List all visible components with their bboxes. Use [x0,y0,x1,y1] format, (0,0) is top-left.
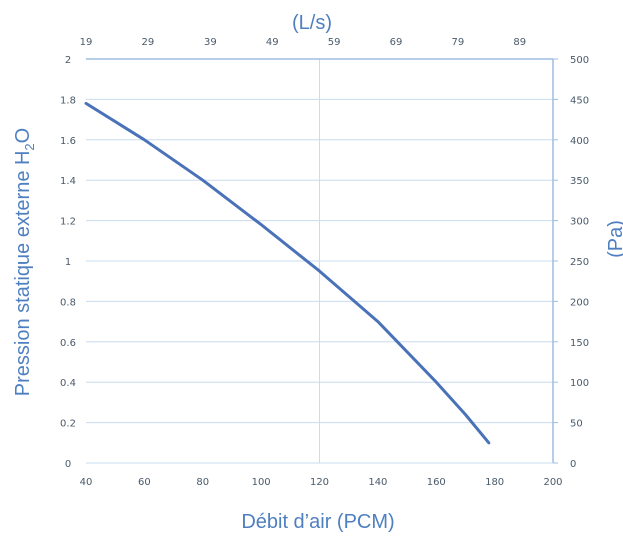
y2-tick-label: 450 [570,95,589,106]
top-axis-title: (L/s) [292,12,332,34]
y-tick-label: 0.4 [60,378,76,389]
y-tick-label: 1.8 [60,95,76,106]
x-tick-label: 140 [368,477,387,488]
y-tick-label: 2 [65,55,71,66]
x-tick-label: 180 [485,477,504,488]
x-tick-label: 120 [310,477,329,488]
series-layer [84,101,491,445]
y-tick-label: 0 [65,459,71,470]
tick-labels: 0 0 0.2 50 0.4 100 0.6 150 0.8 200 1 250 1.2 300 1.4 35… [60,37,589,488]
x2-tick-label: 19 [80,37,93,48]
y-tick-label: 0.8 [60,297,76,308]
x2-tick-label: 89 [513,37,526,48]
y-tick-label: 1 [65,257,71,268]
y-axis-title-sub: 2 [22,143,37,150]
x2-tick-label: 29 [142,37,155,48]
x-tick-label: 160 [427,477,446,488]
x-tick-label: 80 [196,477,209,488]
y2-tick-label: 200 [570,297,589,308]
y2-tick-label: 150 [570,338,589,349]
y-axis-title: Pression statique externe H2O [12,128,37,396]
x2-tick-label: 49 [266,37,279,48]
y2-tick-label: 250 [570,257,589,268]
series-line [84,101,491,445]
y2-tick-label: 100 [570,378,589,389]
y-tick-label: 1.4 [60,176,76,187]
y2-tick-label: 500 [570,55,589,66]
y-axis-title-tail: O [12,128,34,144]
x-tick-label: 200 [543,477,562,488]
y-tick-label: 1.2 [60,217,76,228]
y2-tick-label: 50 [570,419,583,430]
y-tick-label: 0.6 [60,338,76,349]
grid-lines [86,58,553,463]
y-tick-label: 1.6 [60,136,76,147]
y-axis-title-main: Pression statique externe H [12,151,34,397]
y2-tick-label: 350 [570,176,589,187]
y2-tick-label: 300 [570,217,589,228]
x-axis-title: Débit d’air (PCM) [241,511,394,533]
x-tick-label: 100 [252,477,271,488]
x2-tick-label: 39 [204,37,217,48]
x-tick-label: 40 [80,477,93,488]
y2-tick-label: 0 [570,459,576,470]
y-tick-label: 0.2 [60,419,76,430]
axes [86,58,558,464]
x-tick-label: 60 [138,477,151,488]
x2-tick-label: 59 [328,37,341,48]
x2-tick-label: 69 [390,37,403,48]
x2-tick-label: 79 [451,37,464,48]
y2-tick-label: 400 [570,136,589,147]
right-axis-title: (Pa) [605,220,623,258]
